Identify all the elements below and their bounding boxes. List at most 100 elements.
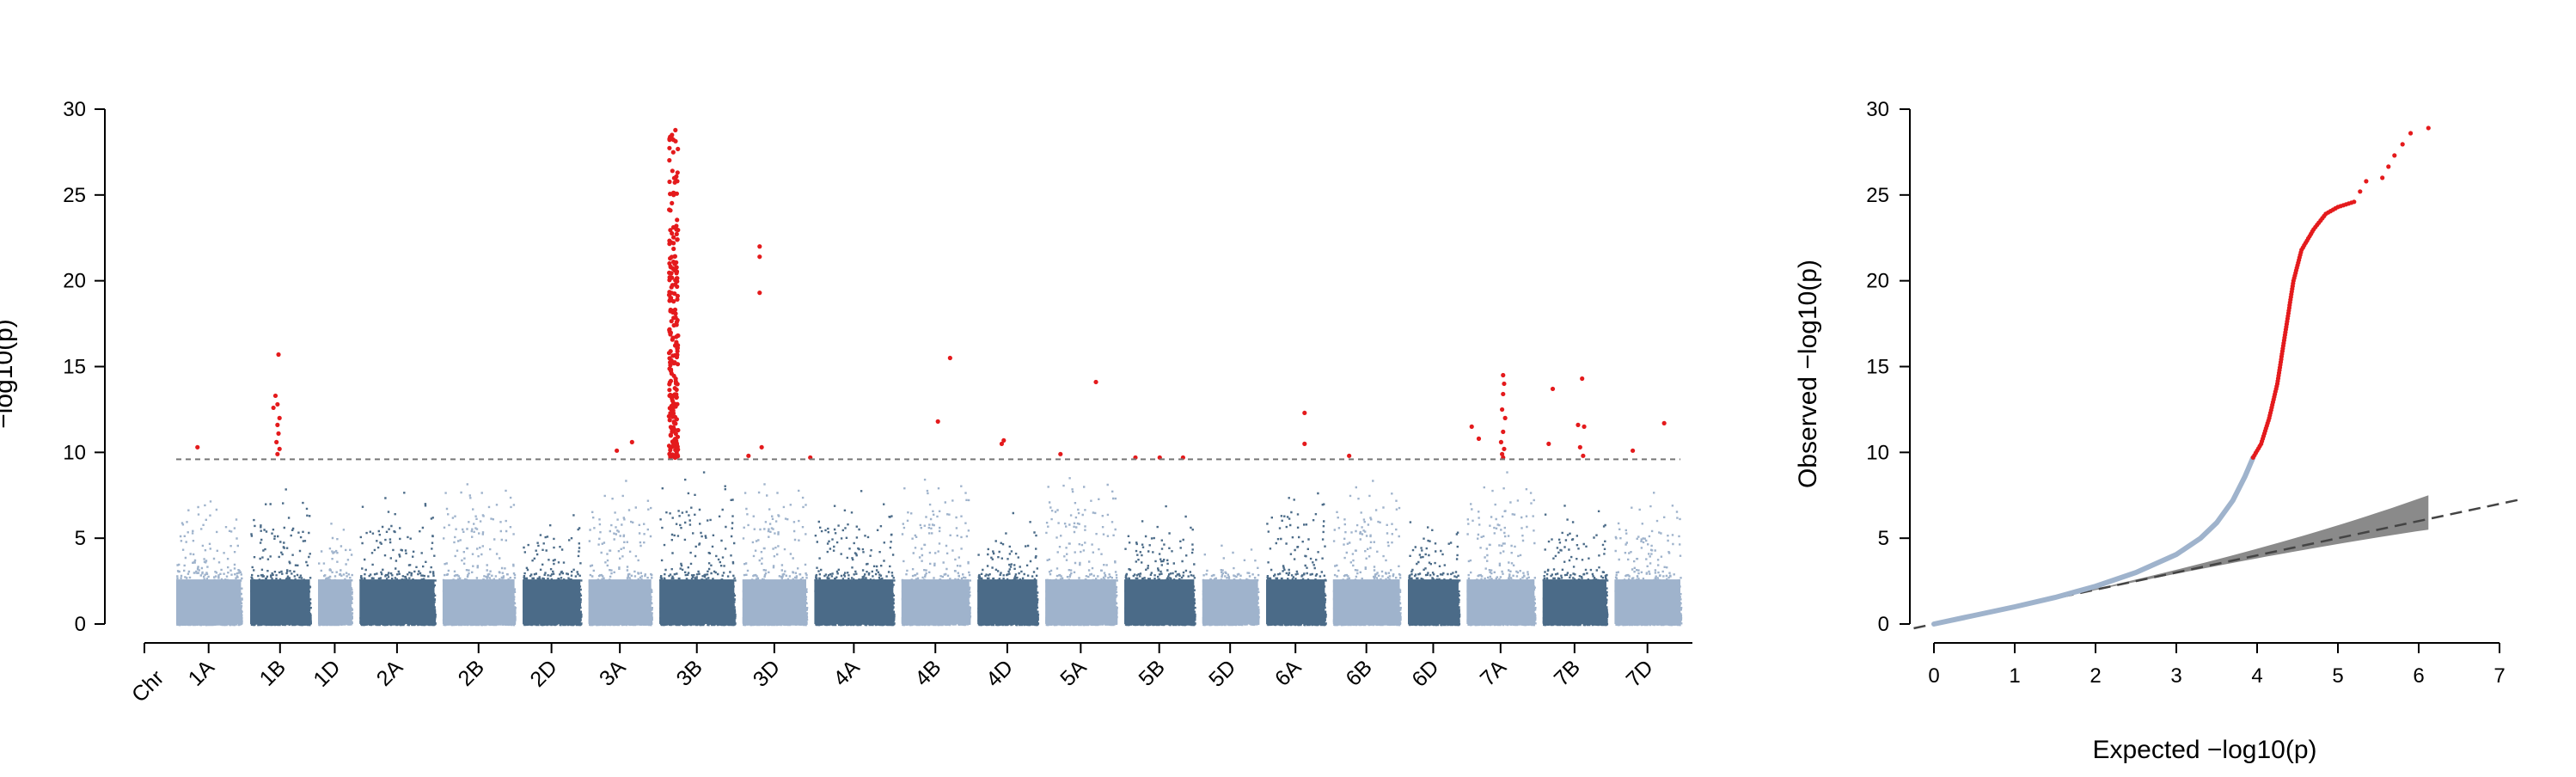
chromosome-points-6A (1266, 492, 1327, 627)
chromosome-label-6A: 6A (1270, 655, 1306, 691)
y-tick-label: 0 (75, 613, 86, 636)
significant-point (1347, 453, 1352, 458)
chromosome-label-4A: 4A (829, 655, 865, 691)
qq-y-tick-label: 30 (1866, 98, 1889, 121)
chromosome-label-1D: 1D (309, 655, 345, 691)
manhattan-plot: 0 5 10 15 20 25 30 Chr 1A 1B 1D 2A 2B 2D 3A 3B 3D 4A 4B 4… (0, 98, 1692, 707)
chromosome-base-6A (1266, 579, 1325, 624)
chromosome-label-7B: 7B (1550, 655, 1585, 690)
significant-point (272, 393, 278, 399)
significant-point (1502, 415, 1508, 420)
significant-point-3B (671, 235, 676, 240)
chromosome-points-7B (1542, 505, 1609, 627)
significant-point-3B (673, 127, 678, 132)
significant-point (277, 446, 282, 451)
significant-point-3B (668, 454, 673, 459)
significant-point-3B (667, 138, 672, 143)
chromosome-base-5A (1045, 579, 1117, 624)
significant-point-3B (675, 293, 681, 298)
chromosome-points-1B (250, 488, 312, 627)
significant-point (1577, 444, 1582, 450)
significant-point (1502, 381, 1507, 387)
significant-point-3B (670, 335, 676, 340)
chromosome-points-7A (1466, 471, 1537, 627)
qq-x-tick-label: 3 (2170, 664, 2181, 688)
chromosome-points-1A (176, 500, 243, 627)
significant-point-3B (667, 145, 672, 150)
chromosome-base-4D (977, 579, 1037, 624)
qq-significant-point (2392, 153, 2397, 158)
qq-y-tick-label: 0 (1878, 613, 1889, 636)
significant-point-3B (670, 275, 675, 280)
chromosome-base-6B (1332, 579, 1400, 624)
chromosome-label-5B: 5B (1134, 655, 1169, 690)
qq-x-tick-label: 2 (2090, 664, 2101, 688)
significant-point-3B (667, 418, 672, 423)
chromosome-base-6D (1407, 579, 1459, 624)
significant-point-3B (674, 442, 680, 447)
chromosome-base-7A (1466, 579, 1535, 624)
chromosome-base-3D (742, 579, 806, 624)
significant-point (1582, 424, 1587, 429)
y-tick-label: 30 (63, 98, 86, 121)
significant-point-3B (676, 146, 681, 151)
chromosome-label-3B: 3B (672, 655, 707, 690)
significant-point-3B (668, 256, 673, 261)
chromosome-base-2D (523, 579, 581, 624)
significant-point-3B (668, 425, 674, 430)
significant-point (195, 444, 200, 450)
y-tick-label: 20 (63, 270, 86, 293)
significant-point-3B (674, 395, 679, 400)
chromosome-points-6B (1332, 480, 1402, 627)
significant-point (277, 415, 282, 420)
significant-point-3B (668, 332, 673, 337)
chromosome-label-6B: 6B (1341, 655, 1376, 690)
significant-point-3B (668, 265, 674, 270)
significant-point (935, 419, 940, 424)
significant-point-3B (674, 269, 680, 274)
significant-point-3B (675, 170, 680, 175)
significant-point-3B (670, 150, 676, 155)
significant-point-3B (667, 388, 672, 393)
qq-y-tick-label: 15 (1866, 356, 1889, 379)
significant-point (1581, 453, 1586, 458)
significant-point (746, 453, 751, 458)
qq-x-tick-label: 4 (2251, 664, 2262, 688)
significant-point-3B (673, 381, 679, 386)
significant-point (1476, 436, 1482, 441)
chromosome-label-5D: 5D (1204, 655, 1240, 691)
significant-point (274, 439, 279, 444)
significant-point-3B (671, 428, 676, 433)
significant-point (1501, 429, 1506, 434)
significant-point (1499, 451, 1505, 456)
significant-point-3B (675, 346, 680, 352)
significant-point-3B (671, 260, 676, 265)
significant-point (1631, 448, 1636, 453)
qq-x-tick-label: 7 (2493, 664, 2505, 688)
chromosome-points-5B (1124, 505, 1196, 627)
y-tick-label: 25 (63, 184, 86, 207)
significant-point-3B (670, 132, 675, 138)
chromosome-points-7D (1614, 492, 1683, 627)
significant-point (615, 448, 620, 453)
significant-point-3B (675, 237, 680, 242)
significant-point (1001, 437, 1007, 443)
manhattan-x-axis: Chr 1A 1B 1D 2A 2B 2D 3A 3B 3D 4A 4B 4D 5A 5B 5D 6A 6B 6D… (127, 642, 1692, 707)
significant-point (999, 441, 1005, 446)
chromosome-base-3B (659, 579, 735, 624)
significant-point-3B (671, 322, 676, 328)
chromosome-label-4B: 4B (910, 655, 945, 690)
chromosome-label-3D: 3D (749, 655, 785, 691)
significant-point-3B (671, 419, 676, 425)
significant-point-3B (669, 271, 674, 276)
qq-y-tick-label: 5 (1878, 527, 1889, 550)
significant-point (275, 451, 280, 456)
chromosome-base-1A (176, 579, 242, 624)
significant-point (759, 444, 764, 450)
y-tick-label: 15 (63, 356, 86, 379)
qq-significant-point (2358, 189, 2363, 194)
significant-point (1093, 379, 1098, 385)
significant-point (275, 401, 280, 407)
qq-significant-points (2250, 125, 2431, 460)
